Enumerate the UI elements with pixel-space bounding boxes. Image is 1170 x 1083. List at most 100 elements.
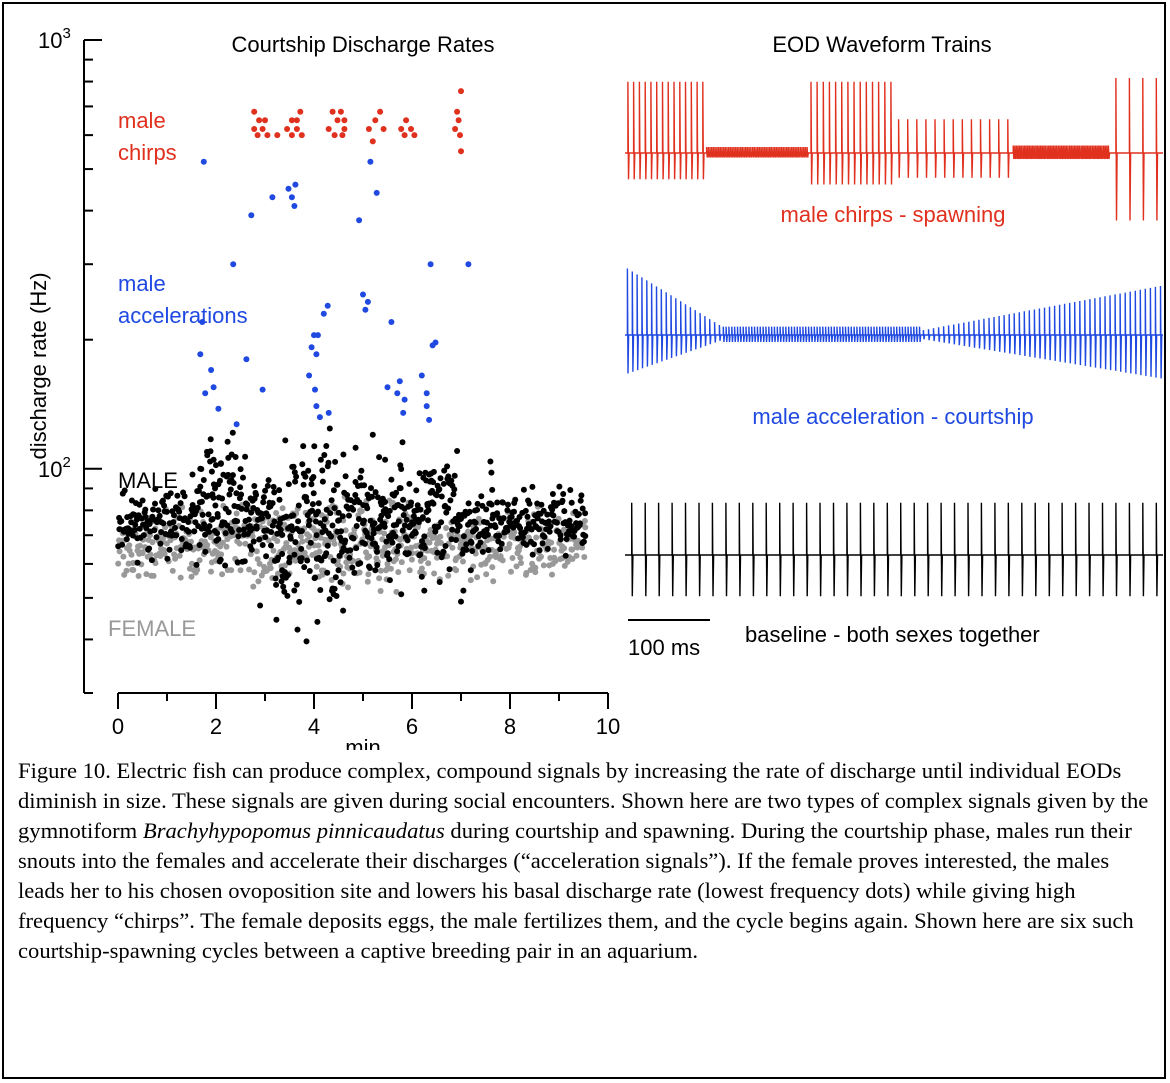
female-point: [299, 538, 306, 545]
male-point: [319, 478, 326, 485]
chirp-point: [455, 117, 462, 124]
male-point: [324, 569, 331, 576]
male-point: [217, 556, 224, 563]
male-point: [303, 498, 310, 505]
male-point: [290, 512, 297, 519]
eod-trace: [625, 77, 1163, 221]
male-point: [139, 497, 146, 504]
trace-panel-title: EOD Waveform Trains: [772, 32, 991, 57]
y-tick-label: 103: [38, 25, 71, 53]
male-point: [212, 485, 218, 492]
male-point: [453, 537, 459, 543]
male-point: [499, 499, 506, 506]
male-point: [531, 541, 537, 548]
female-point: [161, 550, 168, 557]
male-point: [283, 513, 290, 520]
male-point: [170, 519, 177, 526]
female-point: [523, 570, 530, 576]
male-point: [395, 518, 402, 525]
acceleration-point: [367, 158, 374, 165]
male-point: [121, 487, 128, 494]
male-point: [406, 480, 413, 487]
male-point: [347, 547, 354, 554]
female-point: [249, 533, 256, 540]
female-point: [581, 518, 588, 524]
male-point: [368, 535, 375, 542]
x-tick-label: 10: [596, 714, 620, 739]
male-point: [561, 508, 568, 515]
female-point: [250, 583, 257, 590]
female-point: [342, 527, 349, 534]
male-point: [328, 497, 335, 504]
male-point: [449, 526, 456, 533]
scatter-chart-title: Courtship Discharge Rates: [232, 32, 495, 57]
male-point: [466, 508, 473, 515]
male-point: [442, 543, 449, 549]
female-point: [561, 545, 568, 552]
discharge-rate-scatter-chart: Courtship Discharge Rates103102discharge…: [26, 25, 620, 750]
male-point: [268, 542, 274, 549]
male-point: [206, 523, 213, 530]
chirp-point: [334, 117, 341, 124]
male-point: [534, 515, 541, 522]
acceleration-point: [288, 194, 295, 201]
male-point: [197, 465, 204, 472]
male-point: [174, 492, 181, 499]
male-point: [369, 431, 376, 438]
male-point: [172, 524, 178, 531]
male-point: [270, 483, 277, 490]
male-point: [554, 519, 560, 526]
female-point: [116, 548, 123, 555]
male-point: [436, 579, 443, 585]
acceleration-point: [418, 372, 425, 379]
male-point: [214, 513, 221, 520]
male-point: [191, 528, 198, 535]
male-point: [463, 541, 470, 548]
female-point: [237, 567, 244, 574]
eod-trace: [625, 268, 1163, 379]
male-point: [227, 486, 234, 493]
chirp-point: [251, 108, 258, 115]
male-point: [279, 550, 286, 557]
male-point: [540, 507, 547, 514]
male-point: [245, 516, 252, 523]
female-point: [279, 505, 286, 512]
male-point: [265, 477, 272, 484]
male-point: [311, 443, 318, 450]
female-point: [169, 567, 176, 574]
male-point: [385, 513, 392, 520]
female-point: [389, 499, 396, 506]
male-point: [546, 528, 553, 535]
male-point: [164, 555, 171, 562]
acceleration-point: [401, 396, 408, 403]
female-point: [538, 553, 544, 560]
male-point: [575, 511, 582, 518]
male-point: [118, 518, 125, 525]
male-point: [460, 587, 467, 594]
female-point: [356, 569, 363, 576]
male-point: [454, 448, 461, 454]
x-tick-label: 2: [210, 714, 222, 739]
male-point: [496, 532, 503, 539]
male-point: [477, 539, 484, 546]
male-point: [355, 516, 362, 522]
scatter-annotation: chirps: [118, 140, 177, 165]
male-point: [213, 462, 219, 469]
male-point: [293, 581, 300, 588]
male-point: [479, 502, 486, 509]
trace-label: male chirps - spawning: [781, 202, 1006, 227]
male-point: [557, 536, 564, 543]
female-point: [552, 558, 559, 565]
male-point: [291, 587, 298, 594]
female-point: [508, 568, 514, 575]
male-point: [209, 516, 216, 522]
acceleration-point: [285, 185, 292, 192]
male-point: [321, 516, 328, 523]
male-point: [352, 492, 359, 498]
male-point: [474, 506, 481, 513]
male-point: [512, 496, 519, 503]
male-point: [398, 466, 405, 472]
chirp-point: [288, 132, 295, 139]
chirp-point: [452, 126, 459, 132]
male-point: [369, 493, 376, 500]
